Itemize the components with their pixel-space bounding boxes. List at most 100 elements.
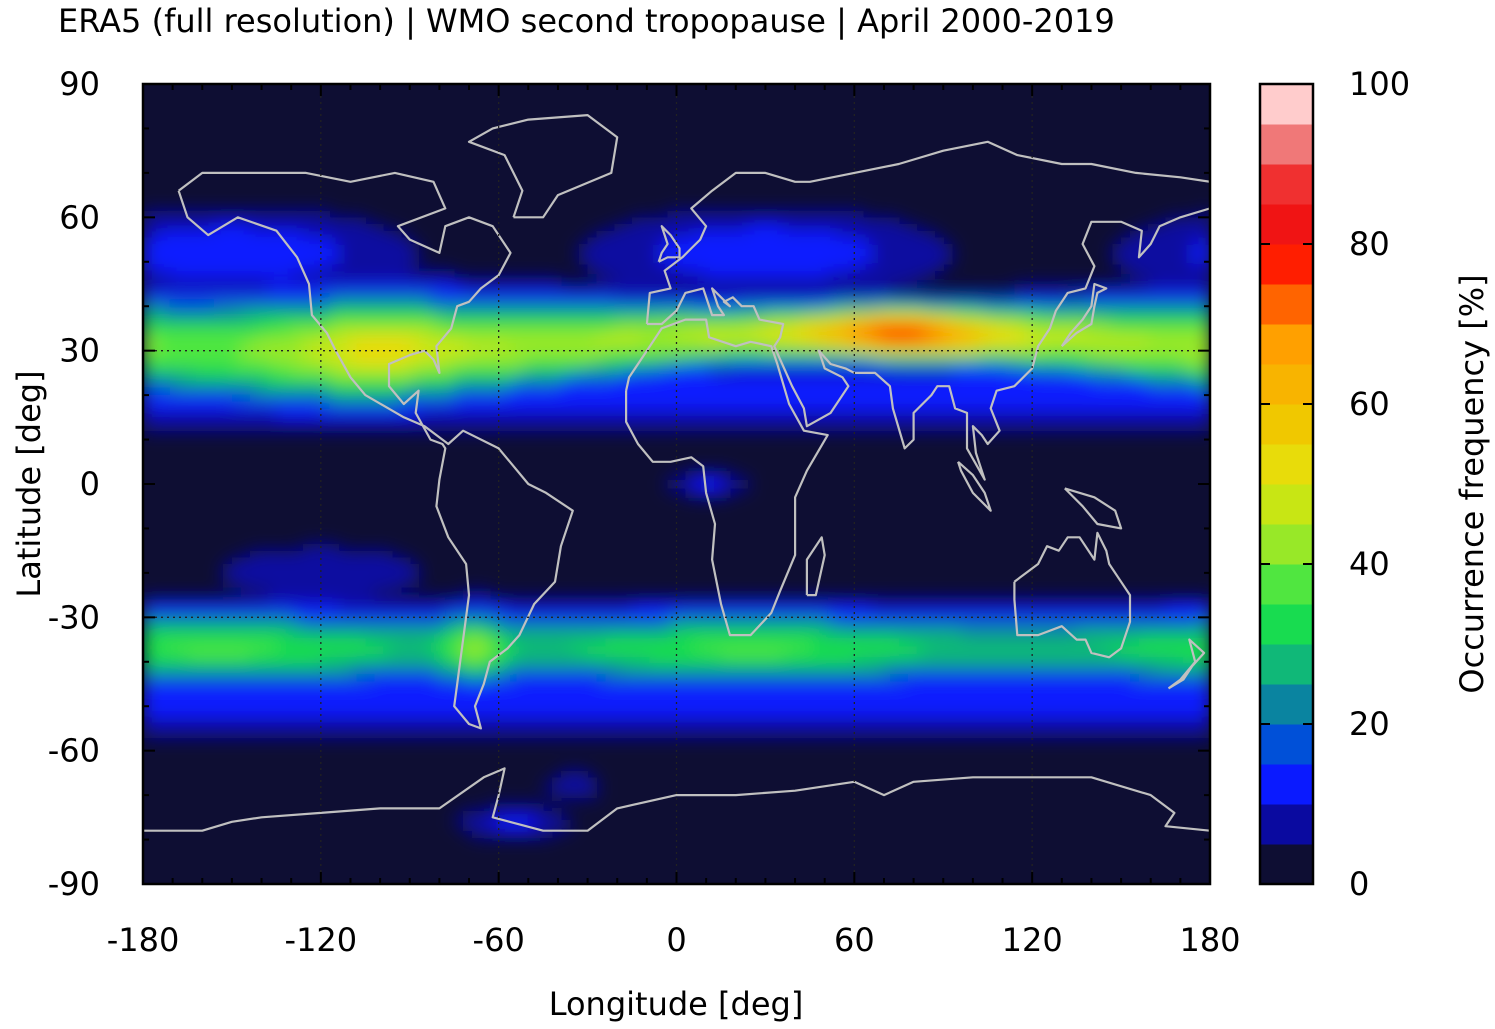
field-cell xyxy=(836,290,847,298)
field-cell xyxy=(400,317,411,325)
field-cell xyxy=(294,230,304,238)
field-cell xyxy=(783,210,793,218)
field-cell xyxy=(996,290,1007,298)
field-cell xyxy=(1041,637,1051,645)
field-cell xyxy=(347,250,357,258)
field-cell xyxy=(480,317,491,325)
field-cell xyxy=(160,617,171,625)
field-cell xyxy=(436,397,446,405)
field-cell xyxy=(596,257,606,265)
field-cell xyxy=(258,350,269,358)
field-cell xyxy=(756,377,767,385)
field-cell xyxy=(1076,410,1087,418)
field-cell xyxy=(525,390,535,398)
field-cell xyxy=(196,424,206,432)
field-cell xyxy=(836,637,847,645)
field-cell xyxy=(987,664,998,672)
field-cell xyxy=(952,637,962,645)
field-cell xyxy=(818,424,829,432)
field-cell xyxy=(729,297,740,305)
field-cell xyxy=(729,644,740,652)
field-cell xyxy=(231,630,242,638)
field-cell xyxy=(569,350,580,358)
field-cell xyxy=(943,290,953,298)
field-cell xyxy=(258,304,269,312)
field-cell xyxy=(712,324,722,332)
field-cell xyxy=(649,310,660,318)
field-cell xyxy=(916,317,927,325)
field-cell xyxy=(1058,330,1069,338)
field-cell xyxy=(916,290,927,298)
field-cell xyxy=(231,617,242,625)
field-cell xyxy=(400,350,411,358)
field-cell xyxy=(223,350,233,358)
field-cell xyxy=(783,284,793,292)
field-cell xyxy=(1147,310,1158,318)
field-cell xyxy=(969,624,980,632)
field-cell xyxy=(1174,384,1184,392)
field-cell xyxy=(383,617,393,625)
field-cell xyxy=(391,584,402,592)
field-cell xyxy=(881,597,891,605)
field-cell xyxy=(667,404,678,412)
field-cell xyxy=(471,404,482,412)
field-cell xyxy=(720,330,731,338)
field-cell xyxy=(1014,604,1024,612)
field-cell xyxy=(676,424,686,432)
field-cell xyxy=(427,270,438,278)
field-cell xyxy=(969,650,980,658)
field-cell xyxy=(463,670,473,678)
field-cell xyxy=(1076,290,1087,298)
field-cell xyxy=(276,670,286,678)
field-cell xyxy=(320,617,331,625)
field-cell xyxy=(1067,304,1078,312)
field-cell xyxy=(463,350,473,358)
field-cell xyxy=(178,330,189,338)
field-cell xyxy=(303,557,313,565)
field-cell xyxy=(1058,644,1069,652)
field-cell xyxy=(507,384,518,392)
field-cell xyxy=(294,630,304,638)
field-cell xyxy=(1192,344,1202,352)
field-cell xyxy=(294,570,304,578)
field-cell xyxy=(329,637,340,645)
field-cell xyxy=(427,424,438,432)
field-cell xyxy=(685,384,695,392)
field-cell xyxy=(303,304,313,312)
field-cell xyxy=(676,290,686,298)
field-cell xyxy=(463,650,473,658)
field-cell xyxy=(383,670,393,678)
field-cell xyxy=(712,630,722,638)
field-cell xyxy=(792,230,802,238)
field-cell xyxy=(881,217,891,225)
field-cell xyxy=(489,357,500,365)
field-cell xyxy=(596,397,606,405)
field-cell xyxy=(943,597,953,605)
field-cell xyxy=(1147,244,1158,252)
field-cell xyxy=(1156,337,1167,345)
field-cell xyxy=(756,410,767,418)
field-cell xyxy=(338,270,349,278)
field-cell xyxy=(214,597,224,605)
field-cell xyxy=(632,230,642,238)
field-cell xyxy=(356,550,366,558)
field-cell xyxy=(383,277,393,285)
field-cell xyxy=(881,304,891,312)
field-cell xyxy=(1014,637,1024,645)
field-cell xyxy=(1076,337,1087,345)
field-cell xyxy=(738,277,749,285)
field-cell xyxy=(809,364,820,372)
field-cell xyxy=(1076,617,1087,625)
field-cell xyxy=(543,604,553,612)
field-cell xyxy=(267,424,277,432)
field-cell xyxy=(578,257,589,265)
field-cell xyxy=(365,410,375,418)
field-cell xyxy=(978,610,989,618)
field-cell xyxy=(463,364,473,372)
field-cell xyxy=(400,244,411,252)
field-cell xyxy=(845,390,855,398)
field-cell xyxy=(889,350,900,358)
field-cell xyxy=(1023,597,1033,605)
field-cell xyxy=(1103,350,1113,358)
field-cell xyxy=(329,337,340,345)
